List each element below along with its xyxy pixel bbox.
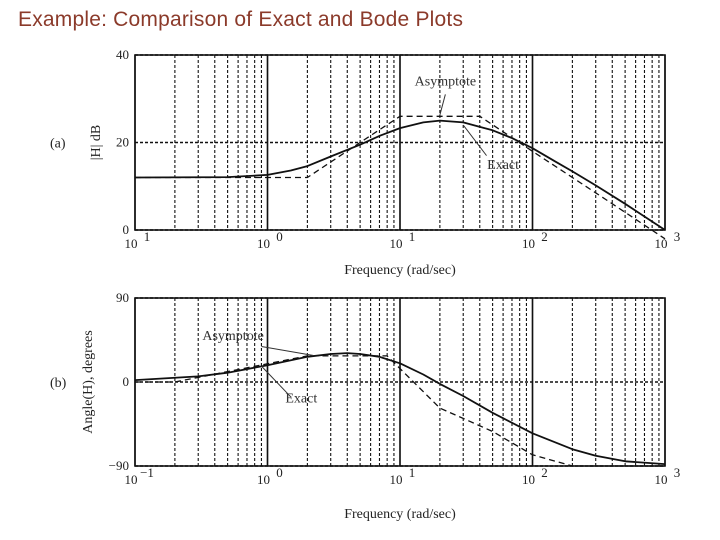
panel-label: (b) <box>50 376 67 391</box>
y-tick-label: 0 <box>123 374 130 389</box>
y-tick-label: 0 <box>123 222 130 237</box>
x-tick-exponent: 1 <box>409 465 416 480</box>
annotation-label: Asymptote <box>202 329 263 344</box>
x-tick-label: 10 <box>655 236 668 251</box>
x-tick-exponent: 1 <box>144 229 151 244</box>
x-tick-exponent: 3 <box>674 229 681 244</box>
x-tick-label: 10 <box>655 472 668 487</box>
y-tick-label: 20 <box>116 135 129 150</box>
x-tick-exponent: 0 <box>276 465 283 480</box>
series-line-asymptote <box>135 355 665 467</box>
x-tick-exponent: 3 <box>674 465 681 480</box>
x-tick-label: 10 <box>390 472 403 487</box>
plot-frame <box>134 54 666 231</box>
x-tick-exponent: 2 <box>541 465 548 480</box>
grid-lines <box>134 297 666 467</box>
slide-title: Example: Comparison of Exact and Bode Pl… <box>18 8 464 31</box>
y-axis-label: |H| dB <box>89 125 104 161</box>
y-axis-label: Angle(H), degrees <box>81 330 96 433</box>
x-tick-exponent: −1 <box>140 465 154 480</box>
y-tick-label: −90 <box>109 458 129 473</box>
y-tick-label: 40 <box>116 47 129 62</box>
x-axis-label: Frequency (rad/sec) <box>344 263 456 278</box>
x-tick-label: 10 <box>390 236 403 251</box>
annotation-leader <box>439 94 446 116</box>
x-tick-label: 10 <box>257 236 270 251</box>
series-line-asymptote <box>135 115 666 240</box>
annotation-label: Exact <box>285 392 317 407</box>
annotation-leader <box>462 124 487 156</box>
annotation-label: Asymptote <box>415 75 476 90</box>
grid-lines <box>134 54 666 231</box>
x-tick-exponent: 1 <box>409 229 416 244</box>
annotation-label: Exact <box>487 158 519 173</box>
x-tick-exponent: 0 <box>276 229 283 244</box>
y-tick-label: 90 <box>116 290 129 305</box>
x-tick-label: 10 <box>125 236 138 251</box>
annotation-leader <box>261 365 292 398</box>
annotation-leader <box>261 346 313 356</box>
x-tick-label: 10 <box>522 236 535 251</box>
x-tick-label: 10 <box>522 472 535 487</box>
x-tick-exponent: 2 <box>541 229 548 244</box>
series-line-exact <box>134 119 666 231</box>
series-line-exact <box>134 352 666 465</box>
panel-label: (a) <box>50 137 66 152</box>
x-axis-label: Frequency (rad/sec) <box>344 507 456 522</box>
x-tick-label: 10 <box>257 472 270 487</box>
x-tick-label: 10 <box>125 472 138 487</box>
